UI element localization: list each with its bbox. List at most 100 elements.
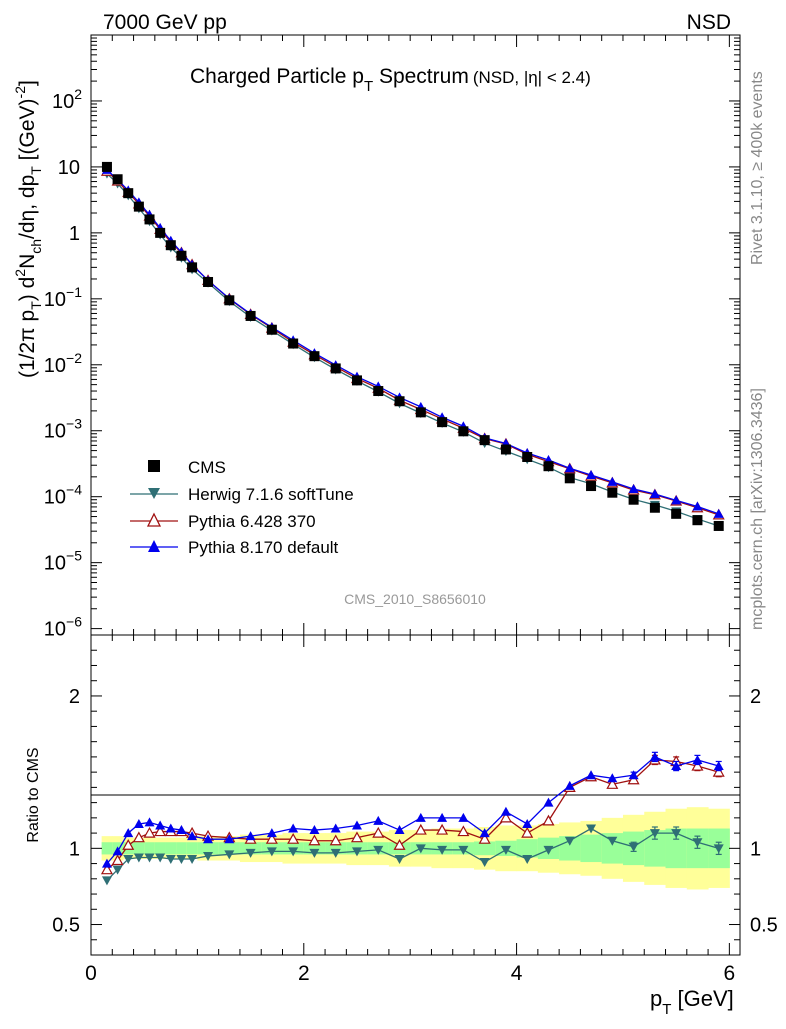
ratio-data-point bbox=[133, 853, 144, 863]
data-point bbox=[394, 396, 405, 407]
ratio-data-point bbox=[415, 844, 426, 854]
uncertainty-band-stat bbox=[559, 836, 581, 861]
ratio-series-line bbox=[106, 756, 719, 864]
data-point bbox=[649, 488, 660, 498]
legend-label-pythia8: Pythia 8.170 default bbox=[188, 538, 339, 557]
ratio-data-point bbox=[436, 823, 449, 835]
ratio-data-point bbox=[155, 820, 166, 830]
data-point bbox=[288, 338, 299, 349]
legend-marker-pythia8 bbox=[148, 540, 160, 552]
ratio-data-point bbox=[266, 828, 277, 838]
ratio-y-tick-label: 2 bbox=[69, 686, 80, 708]
ratio-data-point bbox=[144, 817, 155, 827]
ratio-data-point bbox=[500, 806, 511, 816]
uncertainty-band-stat bbox=[218, 842, 241, 855]
ratio-data-point bbox=[203, 851, 214, 861]
data-point bbox=[330, 363, 341, 374]
x-tick-label: 4 bbox=[511, 962, 523, 985]
ratio-data-point bbox=[143, 826, 156, 838]
uncertainty-band-stat bbox=[197, 842, 220, 855]
uncertainty-band-stat bbox=[144, 842, 156, 855]
data-point bbox=[415, 407, 426, 418]
ratio-data-point bbox=[692, 754, 703, 764]
ratio-data-point bbox=[224, 850, 235, 860]
ratio-data-point bbox=[479, 858, 490, 868]
data-point bbox=[112, 174, 123, 185]
uncertainty-band-stat bbox=[154, 842, 166, 855]
ratio-data-point bbox=[628, 842, 639, 852]
ratio-data-point bbox=[187, 831, 198, 841]
ratio-data-point bbox=[372, 826, 385, 838]
ratio-data-point bbox=[500, 845, 511, 855]
ratio-data-point bbox=[521, 826, 534, 838]
data-point bbox=[187, 262, 198, 273]
ratio-data-point bbox=[712, 765, 725, 777]
data-point bbox=[479, 435, 490, 446]
ratio-data-point bbox=[330, 848, 341, 858]
data-point bbox=[671, 508, 682, 519]
data-point bbox=[607, 476, 618, 486]
ratio-data-point bbox=[287, 832, 300, 844]
uncertainty-band-stat bbox=[176, 842, 188, 855]
ratio-panel: 0.5 0.5 1 1 2 2 0 2 4 6 bbox=[52, 634, 778, 985]
ratio-data-point bbox=[245, 848, 256, 858]
mcplots-reference-label: mcplots.cern.ch [arXiv:1306.3436] bbox=[749, 388, 766, 630]
ratio-data-point bbox=[165, 823, 176, 833]
ratio-data-point bbox=[522, 818, 533, 828]
data-point bbox=[133, 201, 144, 212]
data-point bbox=[309, 351, 320, 362]
ratio-y-axis-label: Ratio to CMS bbox=[25, 747, 42, 842]
data-point bbox=[176, 250, 187, 261]
ratio-data-point bbox=[671, 761, 682, 771]
ratio-frame bbox=[90, 634, 741, 956]
x-tick-label: 6 bbox=[724, 962, 736, 985]
ratio-data-point bbox=[133, 818, 144, 828]
y-axis-label: (1/2π pT) d2Nch/dη, dpT [(GeV)-2] bbox=[12, 80, 44, 378]
ratio-data-point bbox=[522, 855, 533, 864]
ratio-data-point bbox=[478, 832, 491, 844]
legend-marker-cms bbox=[148, 460, 160, 472]
y-tick-label: 10 bbox=[58, 157, 80, 179]
ratio-data-point bbox=[187, 855, 198, 864]
data-point bbox=[165, 240, 176, 251]
uncertainty-band-stat bbox=[601, 833, 624, 864]
ratio-data-point bbox=[542, 814, 555, 826]
data-point bbox=[224, 295, 235, 306]
uncertainty-band-stat bbox=[516, 839, 539, 858]
data-point bbox=[500, 444, 511, 455]
uncertainty-band-stat bbox=[665, 828, 688, 869]
data-point bbox=[101, 161, 112, 172]
data-point bbox=[123, 188, 134, 199]
chart-title: Charged Particle pT Spectrum (NSD, |η| < … bbox=[190, 65, 591, 95]
data-point bbox=[155, 227, 166, 238]
ratio-data-point bbox=[649, 751, 660, 761]
ratio-data-point bbox=[713, 761, 724, 771]
rivet-version-label: Rivet 3.1.10, ≥ 400k events bbox=[749, 71, 766, 265]
ratio-data-point bbox=[393, 839, 406, 850]
ratio-data-point bbox=[123, 855, 134, 864]
uncertainty-band-stat bbox=[165, 842, 177, 855]
ratio-series-0 bbox=[101, 824, 724, 886]
ratio-data-point bbox=[176, 855, 187, 864]
data-point bbox=[266, 324, 277, 335]
ratio-data-point bbox=[394, 855, 405, 864]
ratio-data-point bbox=[543, 845, 554, 855]
data-point bbox=[692, 501, 703, 511]
chart-title-cut: (NSD, |η| < 2.4) bbox=[473, 68, 591, 87]
ratio-data-point bbox=[101, 858, 112, 868]
x-tick-label: 0 bbox=[85, 962, 97, 985]
ratio-data-point bbox=[499, 811, 512, 823]
ratio-data-point bbox=[607, 836, 618, 846]
data-point bbox=[564, 473, 575, 484]
ratio-data-point bbox=[155, 853, 166, 863]
legend-marker-herwig bbox=[148, 488, 160, 499]
ratio-data-point bbox=[265, 832, 278, 844]
legend-label-cms: CMS bbox=[188, 458, 226, 477]
uncertainty-band-stat bbox=[474, 841, 496, 856]
ratio-series-line bbox=[106, 827, 719, 881]
ratio-data-point bbox=[606, 778, 619, 789]
ratio-data-point bbox=[691, 759, 704, 771]
analysis-watermark: CMS_2010_S8656010 bbox=[344, 591, 486, 607]
ratio-data-point bbox=[288, 823, 299, 833]
